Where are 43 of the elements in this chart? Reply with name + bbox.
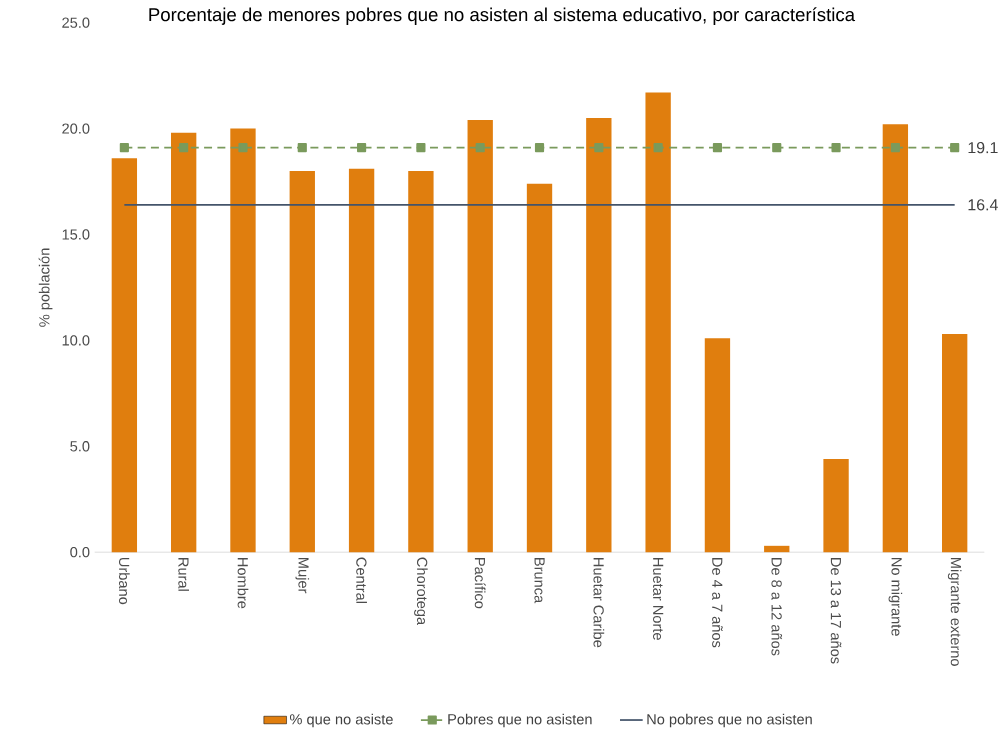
bar: [942, 334, 968, 553]
bar: [289, 171, 315, 553]
x-tick-label: Hombre: [237, 558, 249, 609]
y-tick-label: 20.0: [62, 123, 90, 134]
bar: [764, 546, 790, 553]
x-tick-label: Pacífico: [474, 558, 486, 609]
y-tick-label: 15.0: [62, 229, 90, 240]
y-axis-title: % población: [38, 248, 53, 327]
bar: [467, 120, 493, 553]
bar: [882, 124, 909, 553]
legend-label: Pobres que no asisten: [448, 713, 592, 728]
x-tick-label: Brunca: [534, 558, 545, 604]
x-tick-label: Mujer: [295, 558, 310, 594]
bar: [408, 171, 434, 553]
x-tick-label: Chorotega: [414, 557, 428, 626]
legend-label: % que no asiste: [289, 713, 393, 728]
x-tick-label: De 8 a 12 años: [771, 558, 783, 656]
bar: [230, 128, 256, 553]
bar: [645, 92, 671, 553]
bar: [823, 459, 849, 553]
bar: [704, 338, 731, 553]
bar: [586, 118, 612, 553]
x-tick-label: De 13 a 17 años: [830, 558, 842, 664]
chart-title: Porcentaje de menores pobres que no asisten al sistema educativo, por característica: [149, 7, 856, 26]
x-tick-label: Huetar Caribe: [593, 558, 605, 648]
bar: [526, 183, 553, 553]
y-tick-label: 25.0: [62, 17, 90, 29]
x-tick-label: De 4 a 7 años: [712, 558, 723, 648]
legend-label: No pobres que no asisten: [647, 713, 812, 728]
data-label: 19.1: [968, 142, 998, 154]
y-tick-label: 5.0: [70, 441, 90, 452]
x-tick-label: Central: [356, 557, 367, 604]
x-tick-label: Huetar Norte: [653, 558, 664, 641]
data-label: 16.4: [968, 199, 998, 211]
bar: [348, 169, 375, 553]
y-tick-label: 0.0: [70, 547, 90, 558]
bar: [111, 158, 138, 553]
x-tick-label: Urbano: [118, 558, 130, 605]
x-tick-label: Migrante externo: [947, 558, 962, 667]
y-tick-label: 10.0: [62, 335, 90, 346]
x-tick-label: No migrante: [888, 558, 903, 637]
bar: [171, 133, 197, 553]
x-tick-label: Rural: [178, 558, 190, 592]
